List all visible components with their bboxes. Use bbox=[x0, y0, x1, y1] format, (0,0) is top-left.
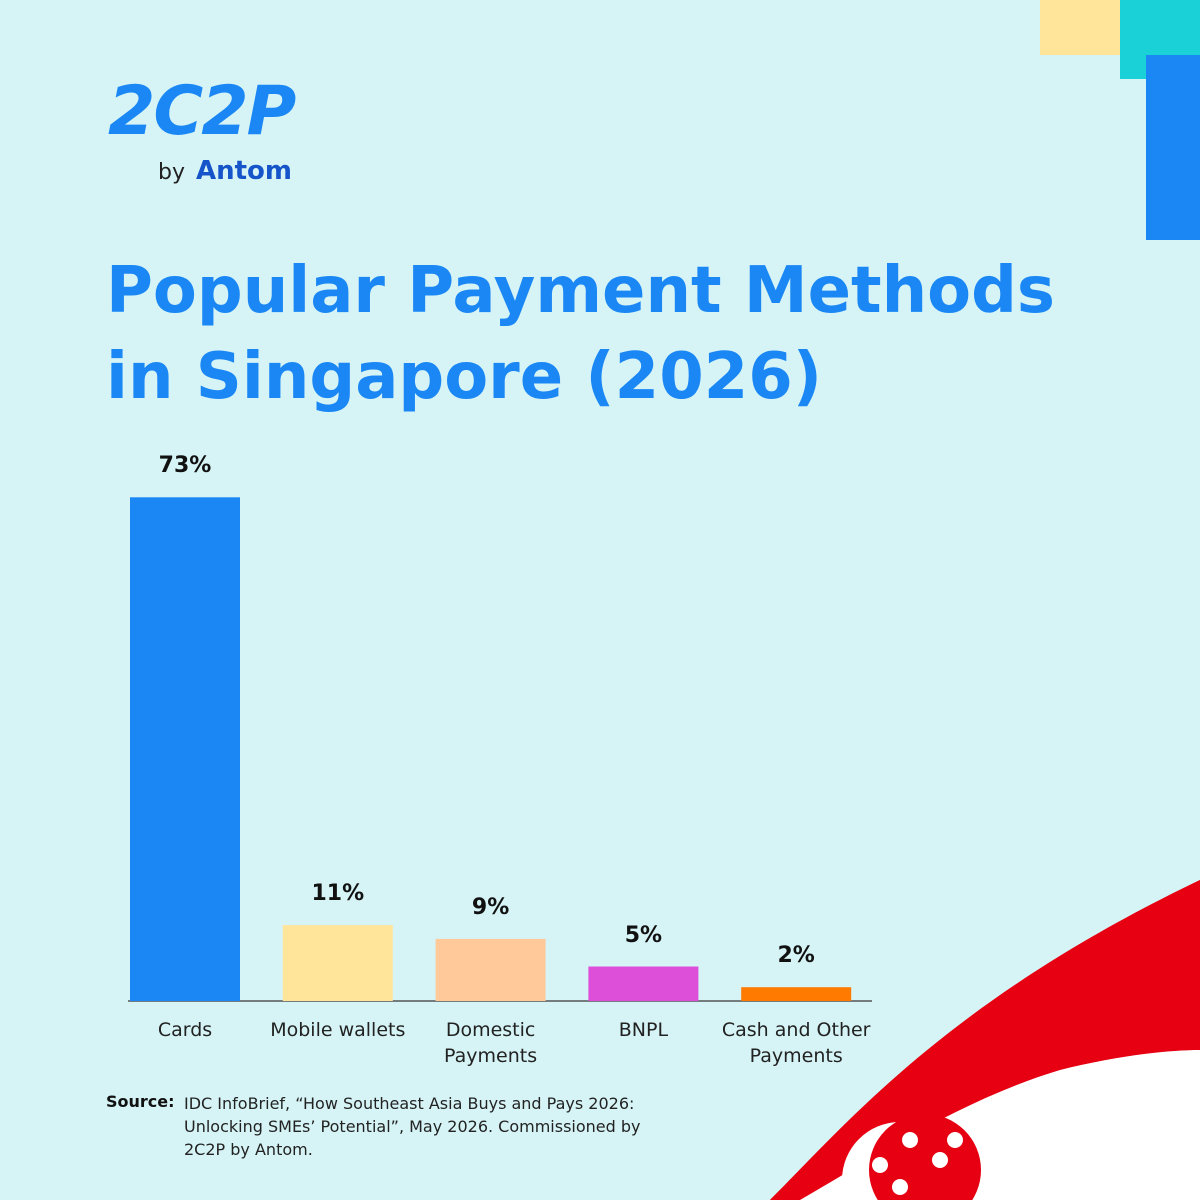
logo-by: by bbox=[158, 160, 185, 185]
source-text: IDC InfoBrief, “How Southeast Asia Buys … bbox=[184, 1094, 641, 1159]
chart-title: Popular Payment Methods in Singapore (20… bbox=[106, 254, 1055, 414]
value-label: 2% bbox=[777, 943, 815, 969]
bar bbox=[435, 938, 546, 1001]
x-tick-label: Mobile wallets bbox=[270, 1019, 406, 1041]
x-tick-label: Domestic Payments bbox=[444, 1019, 538, 1067]
bar bbox=[741, 987, 852, 1001]
decor bbox=[1040, 0, 1120, 55]
x-tick-label: Cash and Other Payments bbox=[721, 1019, 871, 1067]
flag bbox=[770, 880, 1200, 1200]
bar bbox=[130, 497, 240, 1001]
x-tick-label: Cards bbox=[157, 1019, 213, 1041]
value-label: 73% bbox=[158, 453, 212, 479]
logo-brand: Antom bbox=[196, 156, 293, 186]
decor bbox=[1146, 55, 1200, 240]
source-label: Source: bbox=[106, 1092, 175, 1111]
value-label: 5% bbox=[624, 922, 663, 948]
bar bbox=[588, 966, 699, 1001]
value-label: 9% bbox=[471, 894, 510, 920]
decor bbox=[1120, 0, 1200, 55]
logo: 2C2P bbox=[108, 72, 296, 151]
x-tick-label: BNPL bbox=[618, 1019, 669, 1041]
bar bbox=[282, 925, 393, 1001]
decor bbox=[1120, 55, 1146, 79]
flag-stars bbox=[872, 1132, 963, 1195]
value-label: 11% bbox=[311, 881, 365, 907]
